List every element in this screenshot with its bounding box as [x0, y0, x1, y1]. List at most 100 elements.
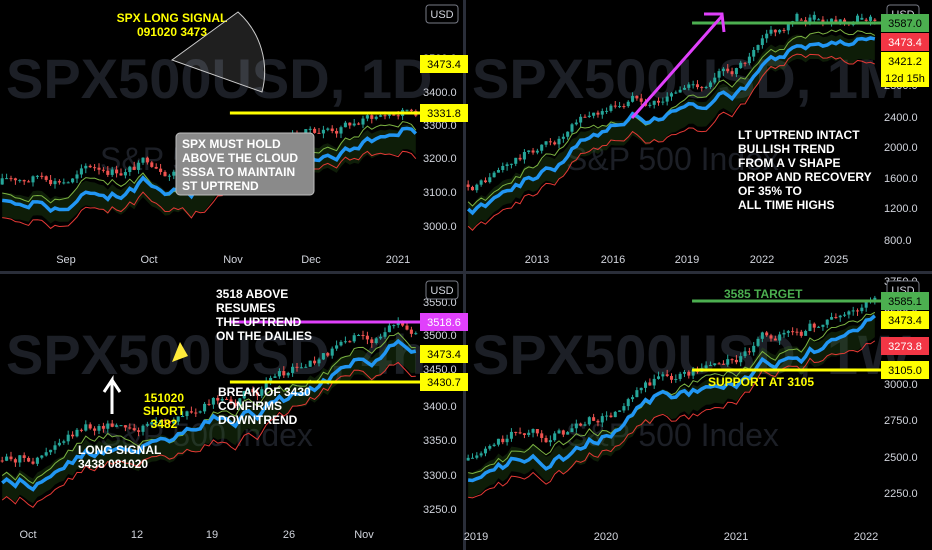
candle-body [88, 424, 92, 429]
candle-body [561, 136, 565, 139]
candle-body [167, 420, 171, 424]
candle-body [216, 397, 220, 401]
currency-badge: USD [430, 9, 453, 21]
candle-body [79, 429, 83, 431]
panel-weekly: SPX500USD, 1WS&P 500 Index3750.03500.032… [464, 276, 929, 543]
candle-body [626, 101, 630, 107]
candle-body [128, 427, 132, 429]
annotation-line: THE UPTREND [216, 315, 302, 329]
annotation-line: BREAK OF 3430 [218, 385, 311, 399]
x-tick-label: 2022 [750, 254, 774, 266]
candle-body [295, 366, 299, 368]
annotation-line: SSSA TO MAINTAIN [182, 165, 295, 179]
candle-body [795, 13, 799, 22]
price-label-target: 3585.1 [888, 296, 922, 308]
x-tick-label: Sep [56, 254, 76, 266]
candle-body [804, 330, 808, 336]
candle-body [860, 17, 864, 20]
annotation-line: 3438 081020 [78, 457, 148, 471]
cloud-lower-line [1, 361, 416, 508]
candle-body [708, 365, 712, 367]
panel-monthly: SPX500USD, 1MS&P 500 Index2800.02400.020… [466, 4, 929, 266]
candle-body [778, 29, 782, 33]
candle-body [35, 175, 39, 177]
candle-body [22, 180, 26, 182]
x-tick-label: 19 [206, 529, 218, 541]
candle-body [583, 116, 587, 118]
candle-body [409, 329, 413, 334]
candle-body [313, 360, 317, 364]
annotation-line: ALL TIME HIGHS [738, 198, 834, 212]
y-tick-label: 3250.0 [423, 504, 457, 516]
candle-body [115, 425, 119, 427]
price-label-resistance: 3518.6 [427, 317, 461, 329]
candle-body [544, 141, 548, 145]
annotation-box [175, 132, 315, 196]
candle-body [652, 378, 656, 386]
candle-body [791, 331, 795, 333]
candles-four-hour [0, 317, 418, 467]
baseline-line [467, 36, 876, 216]
candle-body [357, 123, 361, 125]
uptrend-arrow [630, 15, 724, 119]
candle-body [335, 345, 339, 349]
x-tick-label: 2021 [724, 531, 748, 543]
candle-body [596, 420, 600, 423]
candle-body [618, 410, 622, 412]
candle-body [374, 116, 378, 119]
y-tick-label: 1600.0 [884, 173, 918, 185]
y-tick-label: 2500.0 [884, 452, 918, 464]
candle-body [198, 411, 202, 413]
candle-body [518, 432, 522, 434]
candle-body [717, 363, 721, 365]
candle-body [830, 18, 834, 22]
candle-body [773, 29, 777, 33]
candle-body [873, 297, 877, 302]
candle-body [62, 441, 66, 443]
candle-body [53, 445, 57, 450]
y-tick-label: 3300.0 [423, 470, 457, 482]
candle-body [189, 411, 193, 413]
candle-body [782, 29, 786, 31]
annotation-line: OF 35% TO [738, 184, 802, 198]
candle-body [600, 416, 604, 423]
candle-body [145, 424, 149, 426]
price-label-open-price: 3421.2 [888, 56, 922, 68]
y-tick-label: 3200.0 [423, 153, 457, 165]
candle-body [756, 338, 760, 346]
candle-body [141, 425, 145, 432]
candle-body [181, 416, 185, 418]
candle-body [123, 425, 127, 428]
candle-body [123, 172, 127, 176]
candle-body [101, 426, 105, 429]
y-tick-label: 3300.0 [423, 120, 457, 132]
x-tick-label: 2016 [601, 254, 625, 266]
candle-body [726, 359, 730, 365]
candle-body [566, 131, 570, 137]
candle-body [326, 353, 330, 356]
candle-body [75, 174, 79, 179]
candle-body [308, 360, 312, 367]
candle-body [726, 68, 730, 72]
candle-body [769, 29, 773, 34]
candle-body [856, 310, 860, 312]
candle-body [596, 112, 600, 115]
candle-body [739, 62, 743, 69]
price-label-countdown: 12d 15h [885, 73, 925, 85]
candle-body [255, 392, 259, 396]
candle-body [821, 324, 825, 327]
x-tick-label: Oct [19, 529, 36, 541]
candle-body [49, 449, 53, 453]
candle-body [821, 19, 825, 23]
y-tick-label: 2250.0 [884, 488, 918, 500]
candle-body [522, 433, 526, 435]
x-tick-label: 2021 [386, 254, 410, 266]
candle-body [483, 180, 487, 183]
candle-body [238, 398, 242, 406]
annotation-line: SPX MUST HOLD [182, 137, 281, 151]
candle-body [834, 317, 838, 319]
candle-body [540, 144, 544, 151]
candle-body [704, 365, 708, 369]
x-tick-label: Dec [301, 254, 321, 266]
